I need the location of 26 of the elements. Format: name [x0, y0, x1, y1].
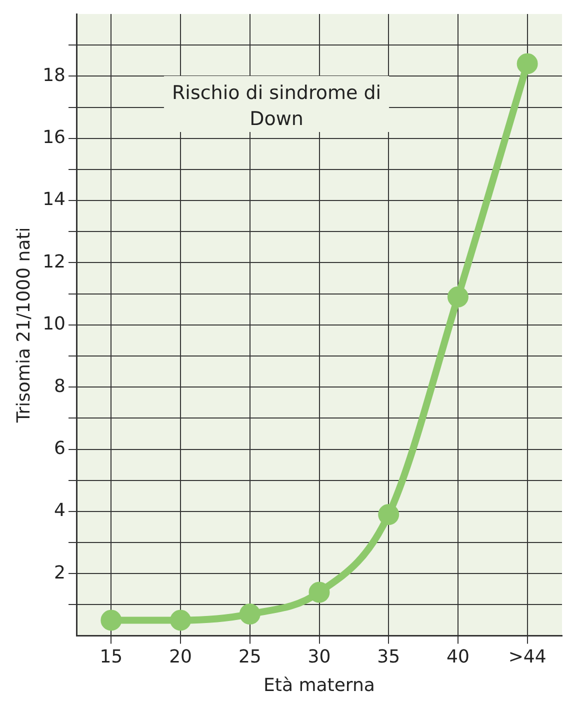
- x-tick-label: >44: [508, 646, 546, 668]
- point: [378, 504, 400, 526]
- x-axis-title: Età materna: [264, 674, 375, 696]
- y-tick-label: 14: [42, 189, 66, 210]
- y-tick-label: 4: [54, 500, 66, 522]
- y-tick-label: 16: [42, 127, 66, 148]
- y-tick-label: 18: [42, 64, 66, 86]
- x-tick-label: 20: [169, 646, 192, 668]
- point: [447, 286, 468, 308]
- y-tick-label: 10: [42, 314, 66, 335]
- x-tick-label: 40: [446, 646, 470, 668]
- y-tick-label: 2: [54, 562, 66, 584]
- y-tick-label: 6: [54, 438, 66, 459]
- x-tick-label: 15: [100, 646, 123, 668]
- point: [239, 604, 260, 625]
- point: [516, 53, 538, 74]
- x-tick-label: 35: [377, 646, 400, 668]
- point: [170, 610, 192, 631]
- y-axis-title: Trisomia 21/1000 nati: [13, 227, 34, 424]
- y-tick-label: 8: [54, 376, 66, 397]
- point: [100, 610, 122, 631]
- x-tick-label: 30: [308, 646, 331, 668]
- x-tick-label: 25: [238, 646, 262, 668]
- y-tick-label: 12: [42, 251, 66, 272]
- point: [308, 582, 330, 603]
- text: Rischio di sindrome di Down: [172, 82, 382, 130]
